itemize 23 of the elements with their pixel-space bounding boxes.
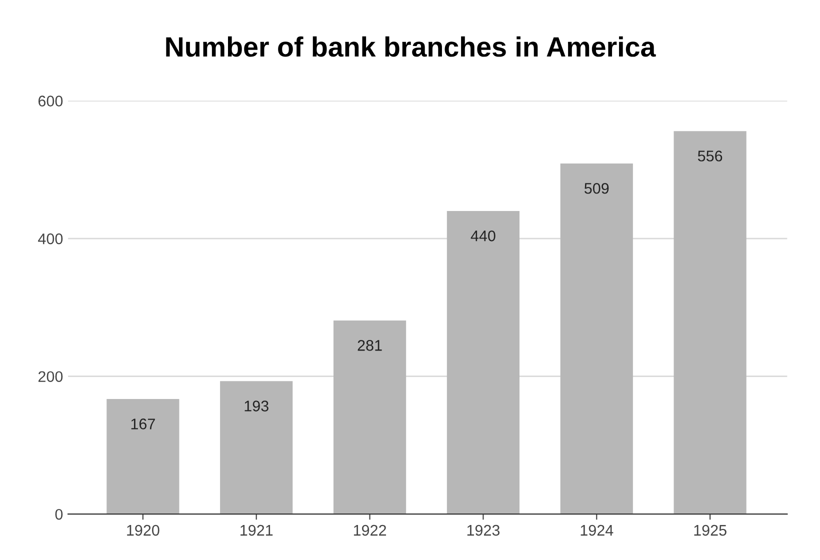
bar (674, 131, 746, 514)
bar (333, 320, 406, 514)
y-tick-label: 200 (38, 371, 63, 382)
bar (220, 381, 293, 514)
y-tick-label: 0 (55, 508, 63, 520)
data-label: 167 (131, 418, 155, 430)
x-tick-label: 1920 (127, 524, 160, 536)
x-tick-label: 1924 (580, 524, 614, 536)
bar (106, 399, 180, 514)
data-label: 281 (358, 340, 382, 351)
bar (446, 211, 520, 514)
data-label: 193 (244, 400, 268, 412)
bar (560, 163, 633, 514)
data-label: 509 (584, 182, 609, 194)
x-tick-label: 1923 (467, 524, 500, 536)
chart-title: Number of bank branches in America (166, 36, 656, 57)
y-tick-label: 400 (38, 233, 63, 244)
data-label: 440 (470, 230, 496, 242)
x-tick-label: 1925 (694, 524, 726, 536)
data-label: 556 (698, 150, 722, 162)
y-tick-label: 600 (38, 96, 63, 106)
x-tick-label: 1921 (240, 524, 273, 536)
x-tick-label: 1922 (354, 524, 386, 536)
